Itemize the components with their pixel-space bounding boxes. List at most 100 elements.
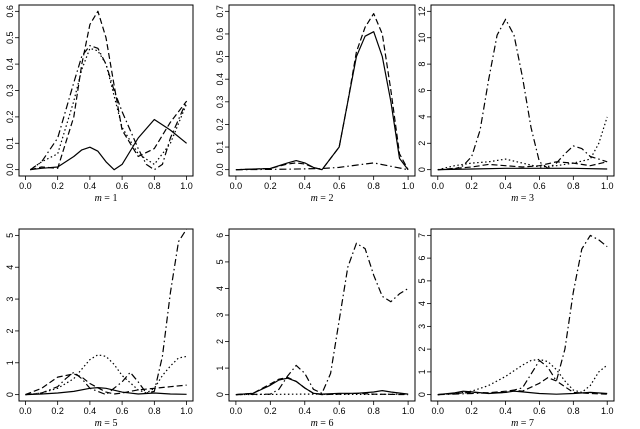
panel-1: 0.0 0.2 0.4 0.6 0.8 1.0 0.0 0.1 0.2 0.3 0.4 0.5 0.6 m…	[5, 4, 194, 204]
x-tick-label: 1.0	[180, 181, 193, 191]
series-solid-line	[437, 167, 608, 171]
y-tick-label: 0.1	[215, 141, 225, 154]
x-tick-label: 0.6	[333, 406, 346, 416]
series-dotdash-line	[235, 162, 409, 171]
x-tick-label: 0.2	[264, 406, 277, 416]
panel-label-eq: =	[518, 418, 529, 429]
series-dashed-line	[437, 161, 608, 171]
y-tick-label: 6	[215, 233, 225, 238]
panel-label: m = 6	[311, 418, 334, 429]
y-tick-label: 0.5	[5, 31, 15, 44]
panel-label-eq: =	[518, 193, 529, 204]
panel-label: m = 1	[95, 193, 118, 204]
x-tick-label: 0.6	[333, 181, 346, 191]
y-tick-label: 0.0	[5, 163, 15, 176]
y-tick-label: 0.4	[5, 58, 15, 71]
y-tick-label: 8	[417, 62, 427, 67]
x-axis: 0.0 0.2 0.4 0.6 0.8 1.0	[432, 176, 613, 191]
x-tick-label: 0.0	[432, 181, 445, 191]
panel-2: 0.0 0.2 0.4 0.6 0.8 1.00.00.10.20.30.40.50.60…	[215, 4, 416, 204]
panel-label-var: m	[311, 418, 318, 429]
x-tick-label: 0.4	[84, 181, 97, 191]
y-tick-label: 0	[417, 167, 427, 172]
x-tick-label: 0.6	[116, 406, 129, 416]
y-tick-label: 6	[417, 256, 427, 261]
x-axis: 0.0 0.2 0.4 0.6 0.8 1.0	[230, 176, 415, 191]
plot-frame	[430, 228, 615, 402]
y-tick-label: 2	[215, 339, 225, 344]
x-tick-label: 0.2	[465, 406, 478, 416]
x-tick-label: 0.0	[432, 406, 445, 416]
y-tick-label: 0	[215, 392, 225, 397]
y-tick-label: 0.5	[215, 50, 225, 63]
x-tick-label: 0.2	[51, 406, 64, 416]
y-tick-label: 6	[417, 88, 427, 93]
y-tick-label: 3	[5, 297, 15, 302]
panel-label-eq: =	[318, 193, 329, 204]
series-solid-line	[235, 31, 409, 171]
series-dashed-line	[25, 373, 187, 396]
x-tick-label: 0.0	[230, 181, 243, 191]
series-dotted-line	[437, 358, 608, 396]
y-axis: 0 1 2 3 4 5 6 7	[417, 233, 431, 397]
y-axis: 0 1 2 3 4 5 6	[215, 233, 229, 397]
panel-label-value: 7	[529, 418, 534, 429]
y-axis: 0.0 0.1 0.2 0.3 0.4 0.5 0.6	[5, 5, 19, 176]
x-tick-label: 0.6	[533, 181, 546, 191]
x-tick-label: 1.0	[402, 406, 415, 416]
series-dotdash-line	[25, 228, 188, 396]
y-tick-label: 4	[215, 286, 225, 291]
panel-label: m = 5	[95, 418, 118, 429]
y-tick-label: 5	[5, 233, 15, 238]
x-tick-label: 0.2	[465, 181, 478, 191]
x-tick-label: 1.0	[601, 406, 614, 416]
y-tick-label: 1	[215, 366, 225, 371]
panel-3: 0.0 0.2 0.4 0.6 0.8 1.0 0 2 4 6 8 10 12 m = 3	[417, 4, 615, 204]
y-tick-label: 4	[417, 301, 427, 306]
x-tick-label: 0.4	[499, 181, 512, 191]
panel-label-value: 2	[328, 193, 333, 204]
panel-label-var: m	[95, 193, 102, 204]
y-tick-label: 0.2	[5, 111, 15, 124]
x-tick-label: 0.0	[230, 406, 243, 416]
x-tick-label: 1.0	[402, 181, 415, 191]
panel-label-var: m	[95, 418, 102, 429]
x-tick-label: 0.6	[116, 181, 129, 191]
panel-label: m = 7	[511, 418, 534, 429]
x-tick-label: 0.8	[367, 406, 380, 416]
series-dotdash-line	[235, 242, 409, 396]
y-axis: 0 2 4 6 8 10 12	[417, 6, 431, 172]
series-dashed-line	[437, 377, 608, 396]
x-tick-label: 0.2	[264, 181, 277, 191]
y-tick-label: 0.6	[215, 28, 225, 41]
x-tick-label: 0.8	[567, 181, 580, 191]
y-tick-label: 10	[417, 33, 427, 43]
y-tick-label: 0.1	[5, 137, 15, 150]
series-dotted-line	[235, 393, 409, 396]
x-axis: 0.0 0.2 0.4 0.6 0.8 1.0	[19, 401, 193, 416]
series-dotted-line	[29, 47, 188, 171]
series-dotdash-line	[29, 44, 188, 171]
y-tick-label: 0.6	[5, 5, 15, 18]
y-tick-label: 1	[417, 369, 427, 374]
x-axis: 0.0 0.2 0.4 0.6 0.8 1.0	[230, 401, 415, 416]
panel-label-value: 3	[529, 193, 534, 204]
y-tick-label: 2	[417, 347, 427, 352]
x-tick-label: 0.0	[19, 406, 32, 416]
y-axis: 0 1 2 3 4 5	[5, 233, 19, 397]
x-tick-label: 0.6	[533, 406, 546, 416]
x-tick-label: 1.0	[180, 406, 193, 416]
series-dotted-line	[437, 116, 608, 171]
x-tick-label: 0.4	[299, 181, 312, 191]
series-dashed-line	[235, 13, 409, 171]
panel-label-var: m	[311, 193, 318, 204]
x-tick-label: 0.0	[19, 181, 32, 191]
panel-label-eq: =	[102, 418, 113, 429]
panel-label: m = 3	[511, 193, 534, 204]
y-tick-label: 0.7	[215, 5, 225, 18]
series-dashed-line	[235, 376, 409, 396]
x-tick-label: 0.2	[51, 181, 64, 191]
